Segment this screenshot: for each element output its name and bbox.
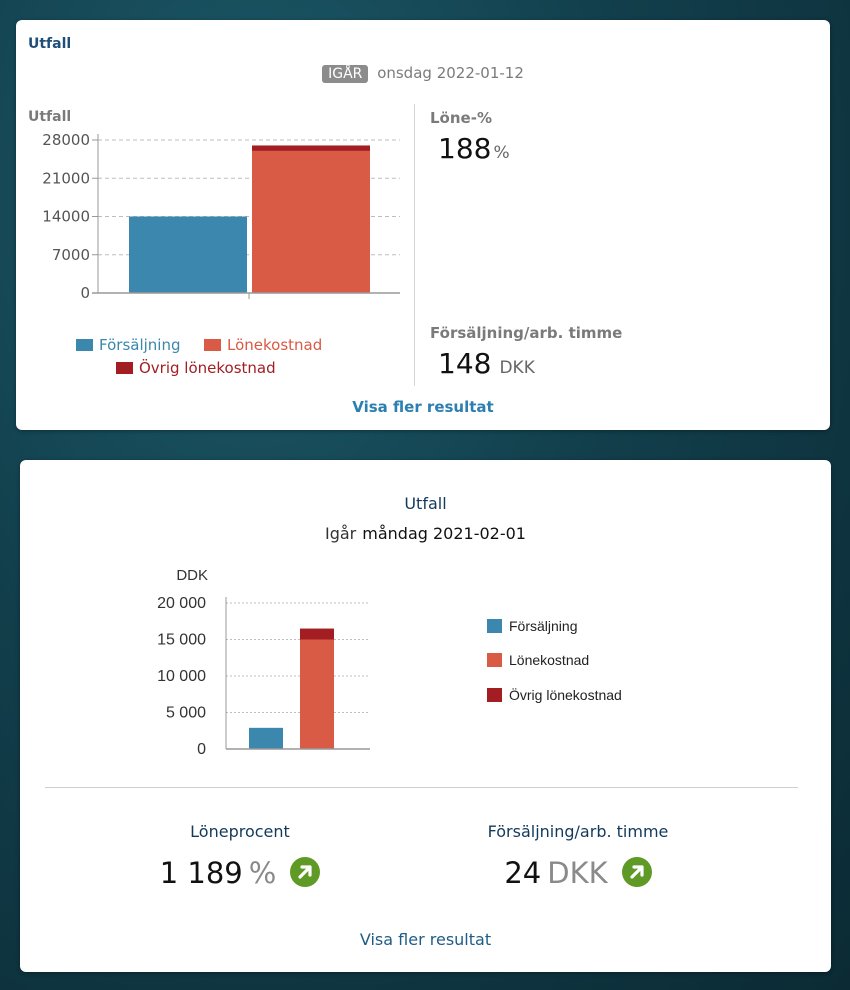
y-tick-label: 7000: [52, 246, 90, 264]
legend-item-sales[interactable]: Försäljning: [76, 336, 180, 354]
bar-other-wage: [300, 628, 334, 640]
card-title: Utfall: [404, 494, 447, 513]
chart-y-label: Utfall: [28, 109, 72, 125]
show-more-results-link[interactable]: Visa fler resultat: [352, 398, 494, 416]
legend-label: Försäljning: [99, 336, 181, 354]
bar-wage: [300, 639, 334, 749]
legend-label: Lönekostnad: [509, 652, 590, 668]
y-tick-label: 21000: [42, 169, 90, 187]
legend-label: Försäljning: [509, 618, 578, 634]
legend-swatch-wage: [204, 339, 221, 351]
wage-percent-label: Löneprocent: [190, 822, 290, 841]
outcome-bar-chart: 0 7000 14000 21000 28000: [42, 131, 400, 302]
horizontal-divider: [45, 787, 798, 788]
bar-other-wage: [252, 145, 370, 151]
wage-percent-value: 1 189%: [90, 856, 390, 890]
arrow-up-right-icon: [290, 857, 321, 887]
legend-item-other-wage[interactable]: Övrig lönekostnad: [487, 687, 622, 703]
legend-item-sales[interactable]: Försäljning: [487, 618, 577, 634]
y-tick-label: 5 000: [166, 705, 206, 722]
sales-per-hour-value: 148 DKK: [438, 347, 535, 380]
legend-label: Lönekostnad: [227, 336, 323, 354]
sales-per-hour-value: 24 DKK: [428, 856, 728, 890]
value-unit: DKK: [499, 358, 535, 378]
value-unit: %: [493, 143, 510, 163]
value-number: 188: [438, 132, 492, 165]
wage-percent-label: Löne-%: [430, 109, 492, 127]
sales-per-hour-label: Försäljning/arb. timme: [487, 822, 669, 841]
bar-sales: [129, 216, 247, 293]
y-tick-label: 14000: [42, 208, 90, 226]
y-tick-label: 28000: [42, 131, 90, 149]
result-card-primary: Utfall IGÅR onsdag 2022-01-12 Utfall 0 70…: [16, 20, 830, 430]
y-axis-title: DDK: [176, 567, 208, 584]
legend-swatch-other-wage: [116, 362, 133, 374]
y-tick-label: 15 000: [157, 632, 206, 649]
show-more-results-link[interactable]: Visa fler resultat: [359, 930, 492, 949]
legend-swatch-sales: [76, 339, 93, 351]
legend-swatch-other-wage: [487, 688, 502, 702]
vertical-divider: [414, 104, 415, 386]
legend-swatch-sales: [487, 619, 502, 633]
arrow-up-right-icon: [621, 857, 652, 887]
yesterday-badge: IGÅR: [322, 65, 369, 83]
y-tick-label: 10 000: [157, 668, 206, 685]
value-number: 1 189: [159, 856, 243, 890]
value-unit: DKK: [547, 856, 608, 890]
bar-wage: [252, 150, 370, 293]
y-tick-label: 20 000: [157, 595, 206, 612]
sales-per-hour-label: Försäljning/arb. timme: [430, 324, 623, 342]
legend-swatch-wage: [487, 653, 502, 667]
value-unit: %: [248, 856, 277, 890]
y-tick-label: 0: [80, 284, 90, 302]
date-line: IGÅR onsdag 2022-01-12: [16, 64, 830, 83]
outcome-bar-chart: DDK 0 5 000 10 000 15 000 20 000: [157, 567, 370, 758]
legend-item-other-wage[interactable]: Övrig lönekostnad: [116, 359, 276, 377]
wage-percent-value: 188%: [438, 132, 510, 165]
value-number: 148: [438, 347, 492, 380]
card-title: Utfall: [28, 36, 72, 52]
y-tick-label: 0: [197, 741, 206, 758]
value-number: 24: [504, 856, 542, 890]
legend-item-wage[interactable]: Lönekostnad: [487, 652, 589, 668]
date-prefix: Igår: [325, 524, 357, 543]
legend-item-wage[interactable]: Lönekostnad: [204, 336, 322, 354]
date-text: onsdag 2022-01-12: [377, 64, 524, 82]
result-card-secondary: Utfall Igår måndag 2021-02-01 DDK 0 5 000 10…: [20, 460, 831, 972]
bar-sales: [249, 727, 283, 749]
legend-label: Övrig lönekostnad: [139, 359, 276, 377]
legend-label: Övrig lönekostnad: [509, 687, 622, 703]
date-line: Igår måndag 2021-02-01: [20, 524, 831, 543]
date-text: måndag 2021-02-01: [362, 524, 526, 543]
